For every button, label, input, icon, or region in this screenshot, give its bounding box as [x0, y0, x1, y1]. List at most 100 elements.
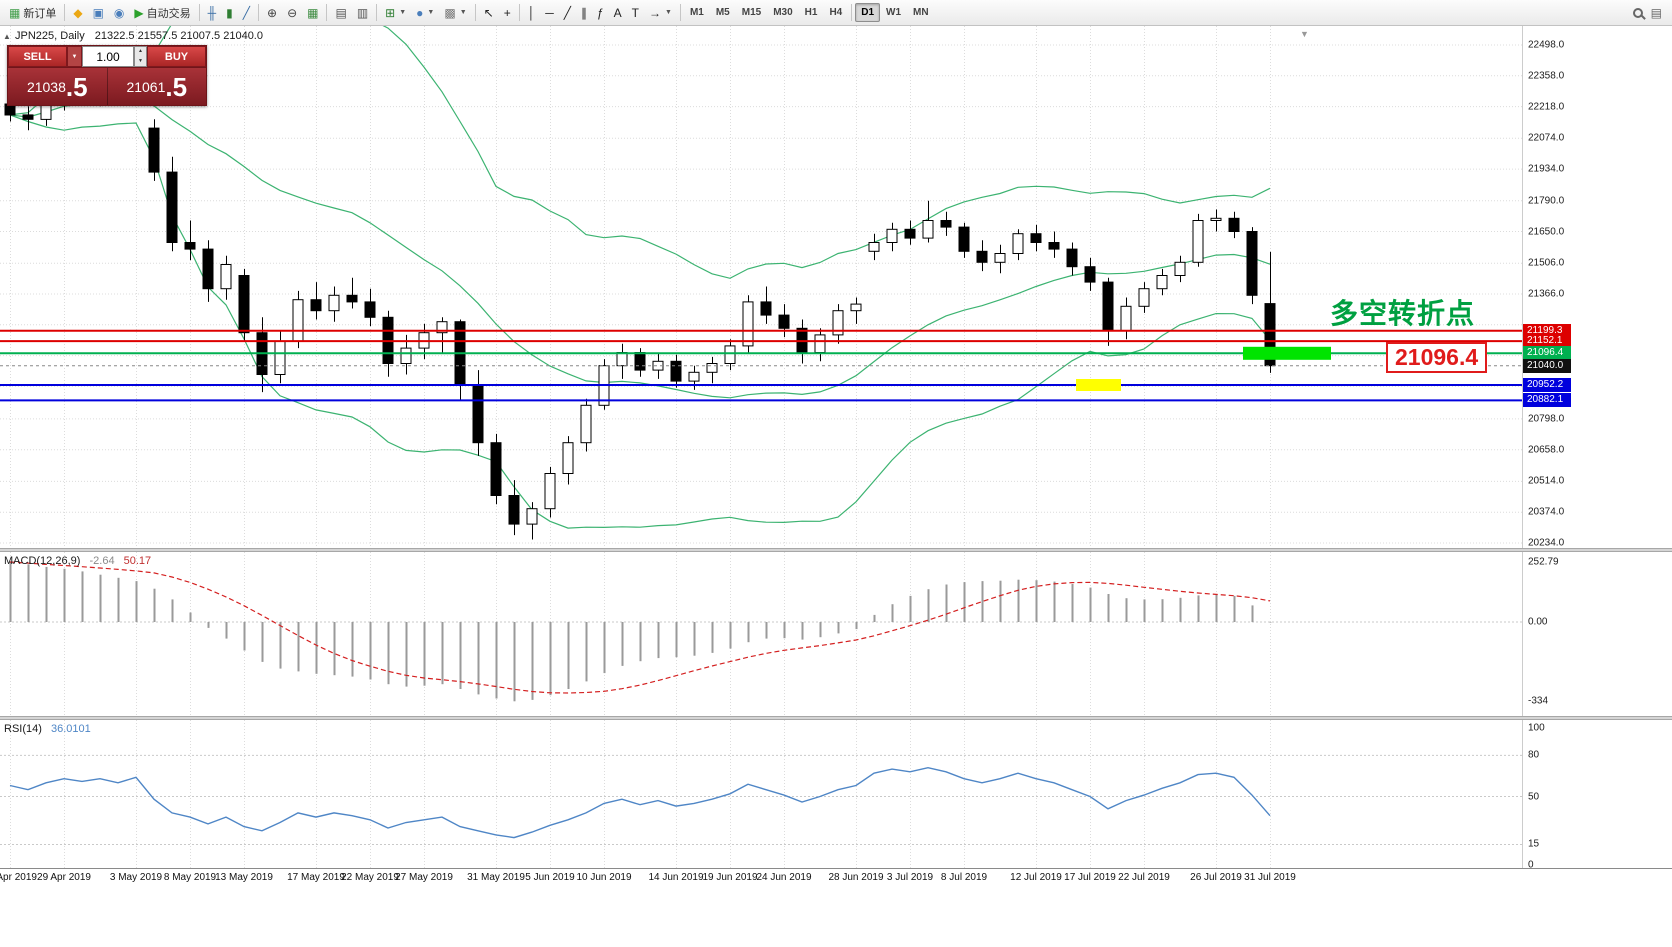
auto-arrange-icon[interactable]: ▦ — [302, 2, 323, 23]
zoom-out-icon[interactable]: ⊖ — [282, 2, 302, 23]
macd-histogram — [9, 562, 1272, 702]
toolbar-separator — [326, 4, 328, 21]
timeframe-m15[interactable]: M15 — [736, 3, 767, 22]
market-watch-icon[interactable]: ◉ — [109, 2, 129, 23]
timeframe-h1[interactable]: H1 — [799, 3, 824, 22]
bar-chart-icon[interactable]: ╫ — [203, 2, 222, 23]
tile-windows-icon: ▤ — [335, 5, 347, 20]
templates-button[interactable]: ▩ ▼ — [439, 2, 471, 23]
volume-up-icon[interactable]: ▲ — [138, 48, 143, 54]
periods-button[interactable]: ● ▼ — [411, 2, 439, 23]
indicators-button-dropdown-icon: ▼ — [399, 9, 407, 16]
search-icon[interactable] — [1632, 7, 1643, 18]
rsi-pane[interactable]: RSI(14) 36.0101 100 80 50 15 0 — [0, 720, 1672, 868]
indicators-button[interactable]: ⊞ ▼ — [380, 2, 411, 23]
chart-shift-marker[interactable]: ▼ — [1300, 29, 1309, 39]
fibonacci-icon: ƒ — [596, 5, 604, 20]
macd-pane[interactable]: MACD(12,26,9) -2.64 50.17 252.79 0.00 -334 — [0, 552, 1672, 716]
candlestick-chart-icon: ▮ — [226, 5, 233, 20]
ohlc-values: 21322.5 21557.5 21007.5 21040.0 — [94, 30, 263, 42]
timeframe-h4[interactable]: H4 — [823, 3, 848, 22]
vertical-line-icon[interactable]: │ — [523, 2, 541, 23]
pane-splitter[interactable] — [0, 716, 1672, 720]
symbol-ohlc-header: JPN225, Daily 21322.5 21557.5 21007.5 21… — [15, 30, 263, 42]
autotrading-button[interactable]: ▶ 自动交易 — [129, 2, 195, 23]
macd-axis: 252.79 0.00 -334 — [1522, 552, 1672, 716]
macd-axis-label: 0.00 — [1528, 616, 1548, 628]
text-tool-icon: A — [613, 5, 622, 20]
fibonacci-icon[interactable]: ƒ — [592, 2, 609, 23]
sell-price[interactable]: 21038 .5 — [8, 68, 108, 105]
price-line-label: 20952.2 — [1523, 378, 1571, 393]
price-axis-label: 22074.0 — [1528, 132, 1565, 144]
data-window-icon[interactable]: ▣ — [88, 2, 109, 23]
buy-button[interactable]: BUY — [147, 46, 206, 67]
rsi-axis-label: 80 — [1528, 749, 1540, 761]
mql5-community-icon[interactable]: ◆ — [68, 2, 87, 23]
timeframe-m1[interactable]: M1 — [684, 3, 710, 22]
pane-splitter[interactable] — [0, 548, 1672, 552]
rsi-axis: 100 80 50 15 0 — [1522, 720, 1672, 868]
timeframe-m5[interactable]: M5 — [710, 3, 736, 22]
price-axis-label: 20234.0 — [1528, 537, 1565, 549]
price-axis-label: 21790.0 — [1528, 195, 1565, 207]
cascade-windows-icon: ▥ — [356, 5, 369, 20]
toolbar-separator — [258, 4, 259, 21]
main-chart-pane[interactable]: ▲ JPN225, Daily 21322.5 21557.5 21007.5 … — [0, 26, 1672, 548]
crosshair-icon[interactable]: + — [499, 2, 516, 23]
label-tool-icon[interactable]: T — [627, 2, 644, 23]
volume-stepper[interactable]: ▲ ▼ — [134, 46, 147, 67]
zoom-in-icon: ⊕ — [267, 5, 278, 20]
price-axis-label: 21366.0 — [1528, 288, 1565, 300]
profiles-icon[interactable]: ▤ — [1650, 5, 1662, 20]
timeframe-m30[interactable]: M30 — [767, 3, 798, 22]
shapes-icon[interactable]: → ▼ — [644, 2, 677, 23]
one-click-toggle-icon[interactable]: ▲ — [3, 32, 11, 41]
channel-icon[interactable]: ∥ — [576, 2, 592, 23]
toolbar-separator — [518, 4, 520, 21]
rsi-axis-label: 15 — [1528, 838, 1540, 850]
market-watch-icon: ◉ — [113, 5, 125, 20]
bollinger-bands — [9, 26, 1271, 529]
volume-input[interactable] — [82, 46, 134, 67]
time-axis-label: 17 May 2019 — [287, 872, 345, 883]
timeframe-w1[interactable]: W1 — [880, 3, 907, 22]
time-axis-label: 24 Jun 2019 — [756, 872, 812, 883]
rsi-axis-label: 100 — [1528, 722, 1545, 734]
new-order-button[interactable]: ▦ 新订单 — [4, 2, 61, 23]
sell-price-int: 21038 — [26, 78, 66, 95]
candlestick-chart-icon[interactable]: ▮ — [221, 2, 238, 23]
time-axis-label: 5 Jun 2019 — [525, 872, 575, 883]
cursor-icon[interactable]: ↖ — [479, 2, 499, 23]
cascade-windows-icon[interactable]: ▥ — [352, 2, 373, 23]
timeframe-mn[interactable]: MN — [907, 3, 935, 22]
tile-windows-icon[interactable]: ▤ — [330, 2, 351, 23]
price-axis-label: 21650.0 — [1528, 226, 1565, 238]
time-axis-label: 17 Jul 2019 — [1064, 872, 1116, 883]
price-axis-label: 20658.0 — [1528, 444, 1565, 456]
toolbar: ▦ 新订单 ◆ ▣ ◉ ▶ 自动交易 ╫ ▮ ╱ ⊕ ⊖ ▦ ▤ ▥ ⊞ ▼ ● ▼ ▩ ▼ ↖ + │ ─ ╱ ∥ ƒ A T → ▼ M1 M… — [0, 0, 1672, 26]
volume-down-icon[interactable]: ▼ — [138, 57, 143, 64]
sell-price-frac: .5 — [65, 71, 88, 102]
time-axis-label: 29 Apr 2019 — [37, 872, 91, 883]
horizontal-line-icon[interactable]: ─ — [540, 2, 559, 23]
timeframe-d1[interactable]: D1 — [855, 3, 881, 22]
sell-button[interactable]: SELL — [8, 46, 67, 67]
volume-dropdown-button[interactable]: ▼ — [67, 46, 82, 67]
time-axis-label: 8 Jul 2019 — [940, 872, 988, 883]
line-chart-icon[interactable]: ╱ — [238, 2, 255, 23]
yellow-highlight — [1076, 379, 1121, 391]
horizontal-lines — [0, 329, 1522, 402]
autotrading-button: ▶ — [134, 5, 144, 20]
trendline-icon[interactable]: ╱ — [559, 2, 576, 23]
toolbar-separator — [851, 4, 853, 21]
highlight-rects — [1076, 346, 1331, 391]
macd-signal-value: 50.17 — [123, 555, 152, 567]
text-tool-icon[interactable]: A — [609, 2, 627, 23]
time-axis-label: 12 Jul 2019 — [1010, 872, 1062, 883]
buy-price[interactable]: 21061 .5 — [108, 68, 207, 105]
zoom-in-icon[interactable]: ⊕ — [262, 2, 282, 23]
macd-label: MACD(12,26,9) -2.64 50.17 — [4, 555, 151, 567]
